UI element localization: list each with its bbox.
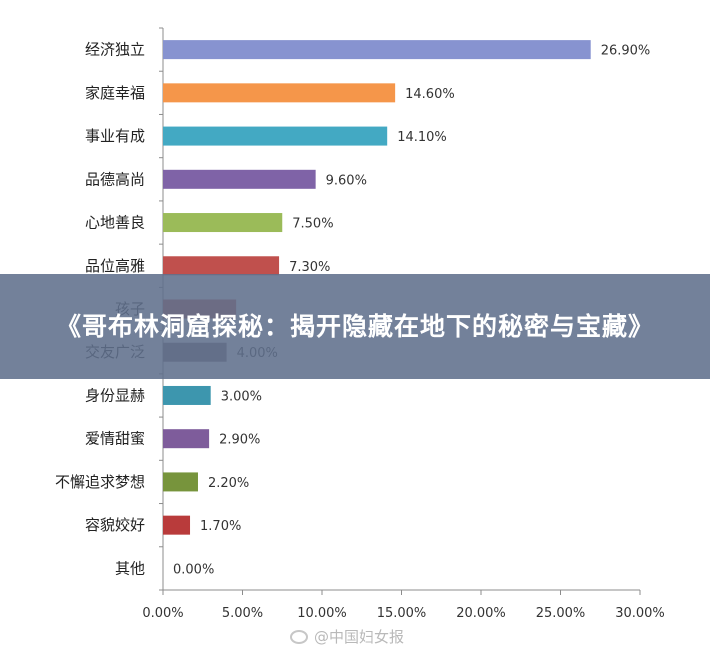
headline-banner: 《哥布林洞窟探秘：揭开隐藏在地下的秘密与宝藏》 xyxy=(0,274,710,379)
bar xyxy=(163,515,191,535)
bar-value-label: 14.60% xyxy=(405,87,455,102)
x-tick-label: 25.00% xyxy=(536,606,586,621)
x-tick-label: 15.00% xyxy=(377,606,427,621)
bar xyxy=(163,256,280,276)
y-tick-label: 心地善良 xyxy=(85,214,145,232)
y-tick-label: 家庭幸福 xyxy=(85,84,145,102)
bar xyxy=(163,126,388,146)
bar-value-label: 7.30% xyxy=(289,260,330,275)
x-tick-label: 5.00% xyxy=(222,606,263,621)
bar-value-label: 3.00% xyxy=(221,389,262,404)
bar-value-label: 14.10% xyxy=(397,130,447,145)
bar xyxy=(163,472,198,492)
x-tick-label: 30.00% xyxy=(615,606,665,621)
bar-value-label: 2.90% xyxy=(219,433,260,448)
x-tick-label: 20.00% xyxy=(456,606,506,621)
y-tick-label: 品位高雅 xyxy=(85,257,145,275)
y-tick-label: 事业有成 xyxy=(85,127,145,145)
bar-value-label: 26.90% xyxy=(601,44,651,59)
y-tick-label: 身份显赫 xyxy=(85,386,145,404)
bar xyxy=(163,40,591,60)
watermark: @中国妇女报 xyxy=(290,626,404,647)
weibo-icon xyxy=(290,629,308,644)
bar-value-label: 9.60% xyxy=(326,173,367,188)
bar xyxy=(163,169,316,189)
bar xyxy=(163,385,211,405)
watermark-text: @中国妇女报 xyxy=(314,628,405,646)
bar-value-label: 2.20% xyxy=(208,476,249,491)
y-tick-label: 爱情甜蜜 xyxy=(85,430,145,448)
y-tick-label: 经济独立 xyxy=(85,41,145,59)
y-tick-label: 品德高尚 xyxy=(85,170,145,188)
y-tick-label: 容貌姣好 xyxy=(85,516,145,534)
headline: 《哥布林洞窟探秘：揭开隐藏在地下的秘密与宝藏》 xyxy=(55,311,654,341)
y-tick-label: 不懈追求梦想 xyxy=(55,473,145,491)
bar xyxy=(163,429,210,449)
bar xyxy=(163,83,396,103)
y-tick-label: 其他 xyxy=(115,559,145,577)
bar xyxy=(163,213,283,233)
x-tick-label: 10.00% xyxy=(297,606,347,621)
x-tick-label: 0.00% xyxy=(142,606,183,621)
bar-value-label: 0.00% xyxy=(173,562,214,577)
bar-value-label: 1.70% xyxy=(200,519,241,534)
bar-value-label: 7.50% xyxy=(292,217,333,232)
